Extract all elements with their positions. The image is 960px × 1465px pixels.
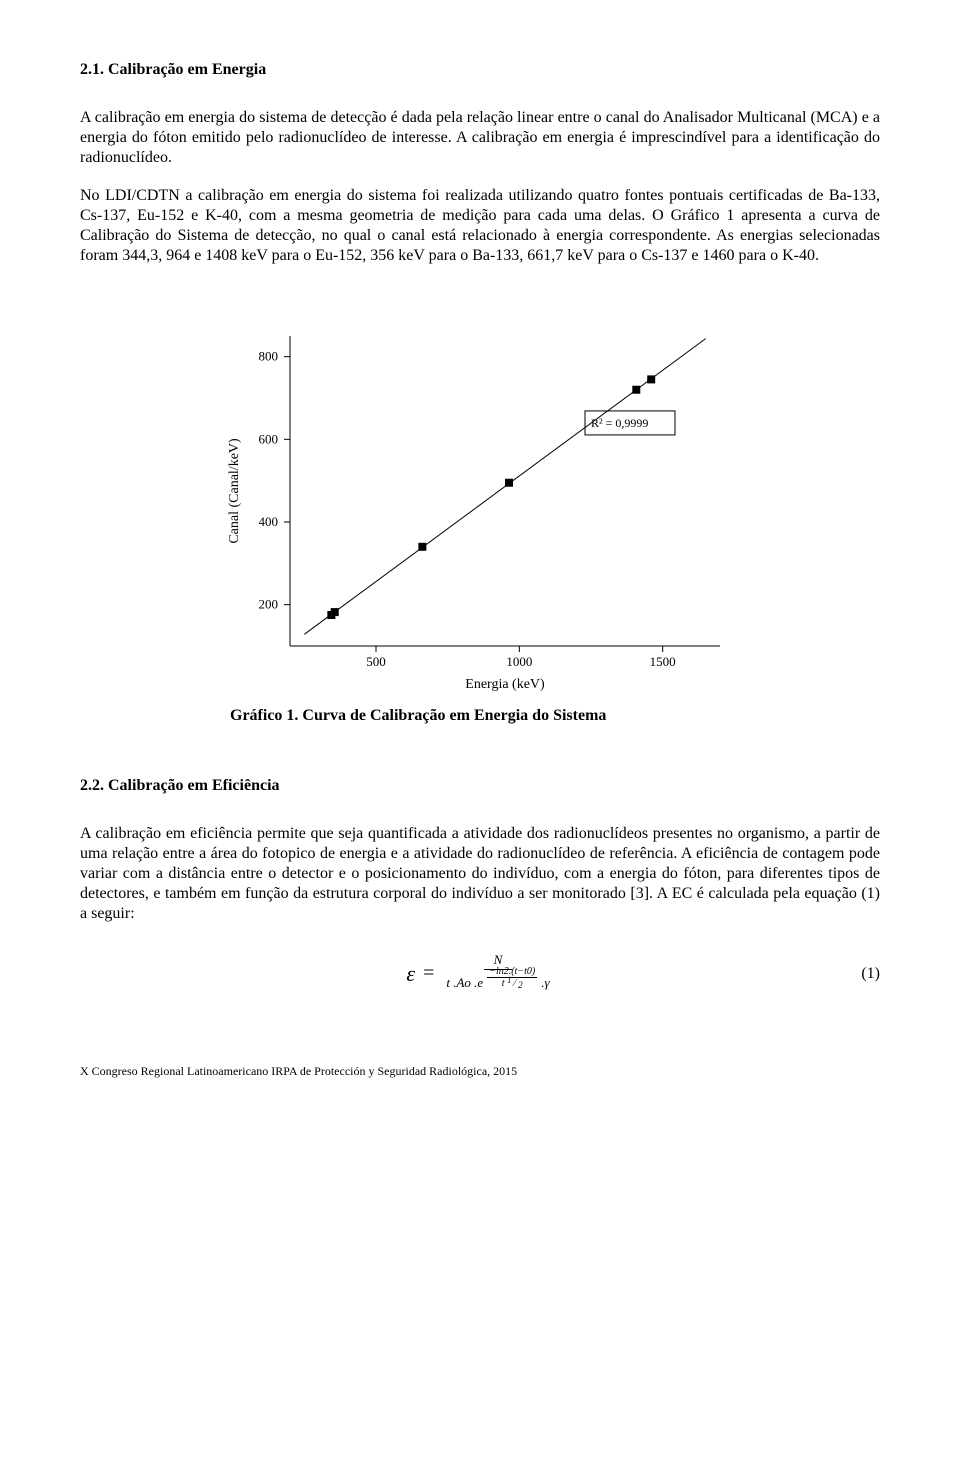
svg-text:1000: 1000 xyxy=(506,654,532,669)
svg-text:500: 500 xyxy=(366,654,386,669)
svg-text:Canal (Canal/keV): Canal (Canal/keV) xyxy=(227,438,242,544)
chart-caption: Gráfico 1. Curva de Calibração em Energi… xyxy=(230,706,880,726)
eq-exp-num: −ln2.(t−t0) xyxy=(487,966,537,978)
svg-text:R² = 0,9999: R² = 0,9999 xyxy=(591,416,648,430)
eq-den-suffix: .γ xyxy=(541,976,549,990)
chart-svg: 500 1000 1500 200 400 600 800 Energia (keV) Cana… xyxy=(220,326,740,696)
section-heading-calib-energia: 2.1. Calibração em Energia xyxy=(80,60,880,80)
eq-den-prefix: t .Ao .e xyxy=(446,976,483,990)
page-footer: X Congreso Regional Latinoamericano IRPA… xyxy=(80,1064,880,1079)
eq-exp-den: t 1 ⁄ 2 xyxy=(502,978,523,989)
svg-text:200: 200 xyxy=(259,597,279,612)
svg-text:400: 400 xyxy=(259,514,279,529)
eq-exponent-fraction: −ln2.(t−t0) t 1 ⁄ 2 xyxy=(487,966,537,989)
eq-fraction: N t .Ao .e −ln2.(t−t0) t 1 ⁄ 2 .γ xyxy=(442,953,553,995)
paragraph: A calibração em eficiência permite que s… xyxy=(80,824,880,924)
eq-denominator: t .Ao .e −ln2.(t−t0) t 1 ⁄ 2 .γ xyxy=(442,970,553,995)
equation-row: ε = N t .Ao .e −ln2.(t−t0) t 1 ⁄ 2 .γ (1… xyxy=(80,944,880,1004)
svg-text:Energia (keV): Energia (keV) xyxy=(465,677,545,692)
eq-equals: = xyxy=(423,961,434,986)
section-heading-calib-eficiencia: 2.2. Calibração em Eficiência xyxy=(80,776,880,796)
paragraph: A calibração em energia do sistema de de… xyxy=(80,108,880,168)
svg-text:1500: 1500 xyxy=(650,654,676,669)
equation-body: ε = N t .Ao .e −ln2.(t−t0) t 1 ⁄ 2 .γ xyxy=(406,953,553,995)
svg-text:600: 600 xyxy=(259,431,279,446)
eq-lhs: ε xyxy=(406,960,415,988)
calibration-chart: 500 1000 1500 200 400 600 800 Energia (keV) Cana… xyxy=(80,326,880,696)
svg-text:800: 800 xyxy=(259,349,279,364)
equation-number: (1) xyxy=(861,964,880,984)
paragraph: No LDI/CDTN a calibração em energia do s… xyxy=(80,186,880,266)
